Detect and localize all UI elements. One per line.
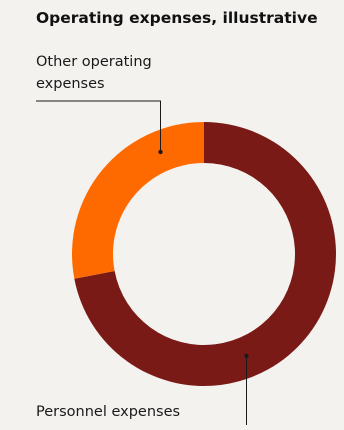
- slice-personnel-expenses: [74, 122, 337, 387]
- slice-other-operating-expenses: [71, 122, 204, 279]
- leader-dot-personnel-expenses: [244, 353, 249, 359]
- leader-line-other-operating-expenses: [36, 100, 161, 152]
- slice-label-personnel-expenses: Personnel expenses: [36, 404, 181, 420]
- slice-label-other-operating-expenses: Other operating expenses: [36, 54, 152, 92]
- leader-lines: [36, 100, 249, 425]
- donut-slices: [71, 122, 337, 387]
- leader-dot-other-operating-expenses: [158, 149, 163, 155]
- chart-title: Operating expenses, illustrative: [36, 9, 318, 27]
